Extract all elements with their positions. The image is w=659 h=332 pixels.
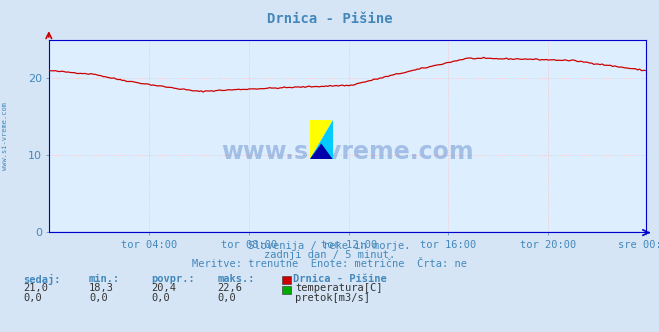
Text: 0,0: 0,0 bbox=[217, 293, 236, 303]
Text: povpr.:: povpr.: bbox=[152, 274, 195, 284]
Polygon shape bbox=[310, 120, 333, 159]
Text: Slovenija / reke in morje.: Slovenija / reke in morje. bbox=[248, 241, 411, 251]
Text: maks.:: maks.: bbox=[217, 274, 255, 284]
Text: 22,6: 22,6 bbox=[217, 283, 243, 293]
Polygon shape bbox=[310, 143, 333, 159]
Text: 0,0: 0,0 bbox=[23, 293, 42, 303]
Text: temperatura[C]: temperatura[C] bbox=[295, 283, 383, 293]
Text: Drnica - Pišine: Drnica - Pišine bbox=[293, 274, 387, 284]
Text: min.:: min.: bbox=[89, 274, 120, 284]
Text: 20,4: 20,4 bbox=[152, 283, 177, 293]
Text: 0,0: 0,0 bbox=[152, 293, 170, 303]
Text: Meritve: trenutne  Enote: metrične  Črta: ne: Meritve: trenutne Enote: metrične Črta: … bbox=[192, 259, 467, 269]
Text: zadnji dan / 5 minut.: zadnji dan / 5 minut. bbox=[264, 250, 395, 260]
Polygon shape bbox=[310, 120, 333, 159]
Text: www.si-vreme.com: www.si-vreme.com bbox=[2, 102, 9, 170]
Text: pretok[m3/s]: pretok[m3/s] bbox=[295, 293, 370, 303]
Text: Drnica - Pišine: Drnica - Pišine bbox=[267, 12, 392, 26]
Text: 21,0: 21,0 bbox=[23, 283, 48, 293]
Text: 0,0: 0,0 bbox=[89, 293, 107, 303]
Text: 18,3: 18,3 bbox=[89, 283, 114, 293]
Text: www.si-vreme.com: www.si-vreme.com bbox=[221, 139, 474, 164]
Text: sedaj:: sedaj: bbox=[23, 274, 61, 285]
